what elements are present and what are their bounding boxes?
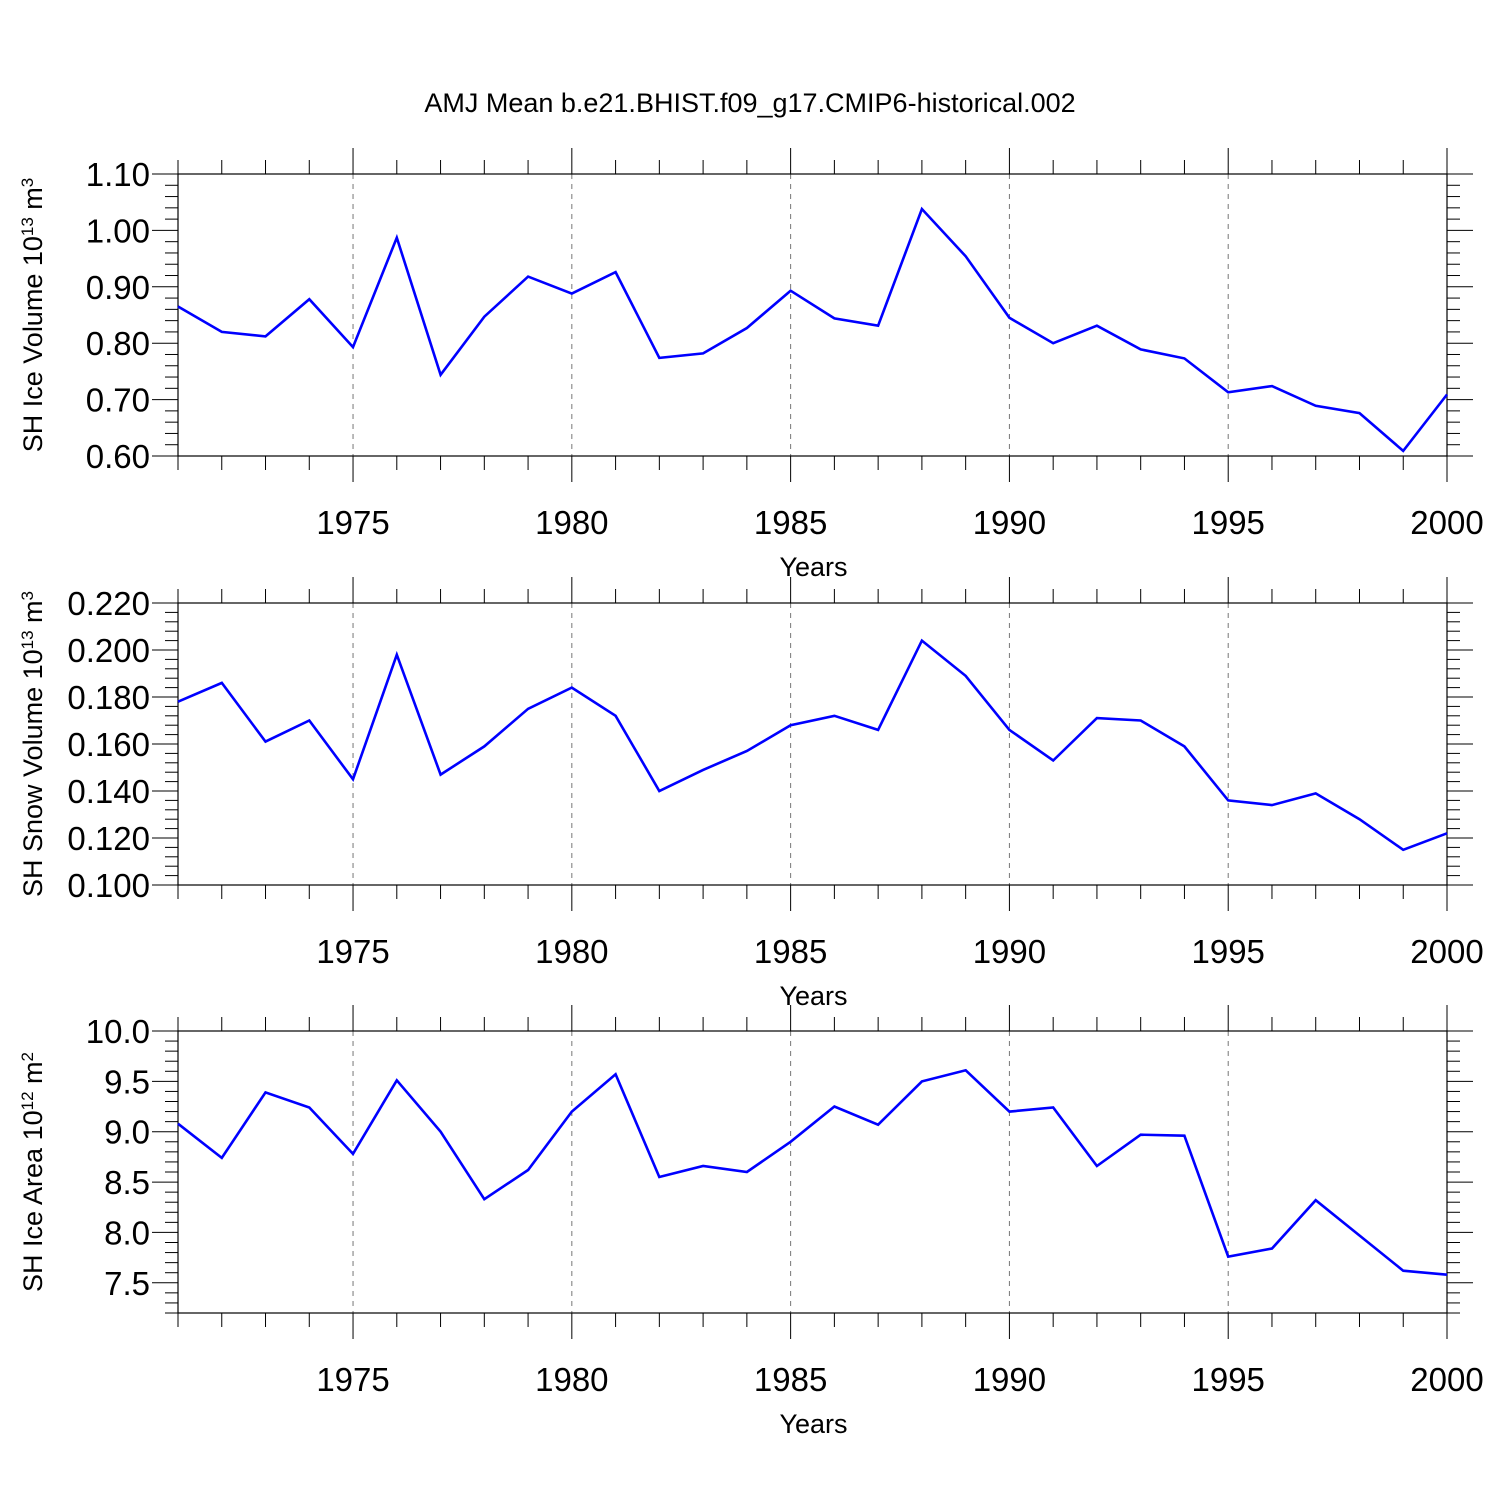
panel-2: 0.100 0.120 0.140 0.160 0.180 0.200 0.220 1975 1…	[18, 577, 1484, 1011]
panel-3: 7.5 8.0 8.5 9.0 9.5 10.0 1975 1980 1985 1990 1995 2…	[18, 1005, 1484, 1439]
x-axis-label: Years	[779, 1409, 847, 1439]
panel-1: 0.60 0.70 0.80 0.90 1.00 1.10 1975 1980 1985 1990…	[18, 148, 1484, 582]
x-tick-label: 1995	[1191, 504, 1264, 541]
x-tick-label: 1995	[1191, 1361, 1264, 1398]
x-axis-label: Years	[779, 981, 847, 1011]
label-superscript: 3	[18, 178, 37, 187]
label-text: m	[18, 600, 48, 630]
y-tick-label: 0.120	[67, 820, 150, 857]
y-tick-label: 0.70	[86, 382, 150, 419]
y-tick-label: 9.5	[104, 1063, 150, 1100]
y-tick-label: 0.90	[86, 269, 150, 306]
y-tick-label: 0.60	[86, 438, 150, 475]
y-tick-label: 0.200	[67, 632, 150, 669]
x-tick-label: 1980	[535, 504, 608, 541]
y-axis-label: SH Snow Volume 1013 m3	[18, 591, 49, 897]
x-tick-label: 1985	[754, 504, 827, 541]
x-tick-label: 1985	[754, 1361, 827, 1398]
y-tick-label: 8.0	[104, 1214, 150, 1251]
panels: 0.60 0.70 0.80 0.90 1.00 1.10 1975 1980 1985 1990…	[18, 148, 1484, 1439]
label-superscript: 13	[18, 217, 37, 236]
label-text: SH Ice Volume 10	[18, 236, 48, 452]
x-tick-label: 1975	[316, 1361, 389, 1398]
series-line	[177, 1068, 1448, 1276]
x-tick-label: 1975	[316, 933, 389, 970]
x-axis-label: Years	[779, 552, 847, 582]
x-tick-label: 1985	[754, 933, 827, 970]
label-text: m	[18, 187, 48, 217]
label-superscript: 12	[18, 1091, 37, 1110]
series-line	[177, 206, 1449, 453]
y-tick-label: 0.100	[67, 867, 150, 904]
x-tick-label: 2000	[1410, 933, 1483, 970]
y-tick-label: 1.10	[86, 156, 150, 193]
series-line	[177, 638, 1448, 852]
x-tick-label: 1990	[973, 1361, 1046, 1398]
y-tick-label: 8.5	[104, 1164, 150, 1201]
y-tick-label: 0.160	[67, 726, 150, 763]
y-tick-label: 0.140	[67, 773, 150, 810]
y-tick-label: 7.5	[104, 1265, 150, 1302]
x-tick-label: 1995	[1191, 933, 1264, 970]
y-tick-label: 0.180	[67, 679, 150, 716]
label-superscript: 3	[18, 591, 37, 600]
x-tick-label: 1980	[535, 933, 608, 970]
y-axis-label: SH Ice Volume 1013 m3	[18, 178, 49, 453]
plot-frame	[177, 173, 1448, 457]
label-text: SH Ice Area 10	[18, 1110, 48, 1292]
x-tick-label: 1980	[535, 1361, 608, 1398]
x-tick-label: 2000	[1410, 1361, 1483, 1398]
y-tick-label: 1.00	[86, 212, 150, 249]
y-tick-label: 10.0	[86, 1013, 150, 1050]
x-tick-label: 1990	[973, 504, 1046, 541]
y-axis-label: SH Ice Area 1012 m2	[18, 1052, 49, 1292]
x-tick-label: 2000	[1410, 504, 1483, 541]
label-superscript: 2	[18, 1052, 37, 1061]
x-tick-label: 1975	[316, 504, 389, 541]
label-superscript: 13	[18, 630, 37, 649]
figure-title: AMJ Mean b.e21.BHIST.f09_g17.CMIP6-histo…	[424, 88, 1075, 118]
label-text: SH Snow Volume 10	[18, 649, 48, 897]
x-tick-label: 1990	[973, 933, 1046, 970]
y-tick-label: 0.80	[86, 325, 150, 362]
y-tick-label: 9.0	[104, 1114, 150, 1151]
y-tick-label: 0.220	[67, 585, 150, 622]
label-text: m	[18, 1061, 48, 1091]
